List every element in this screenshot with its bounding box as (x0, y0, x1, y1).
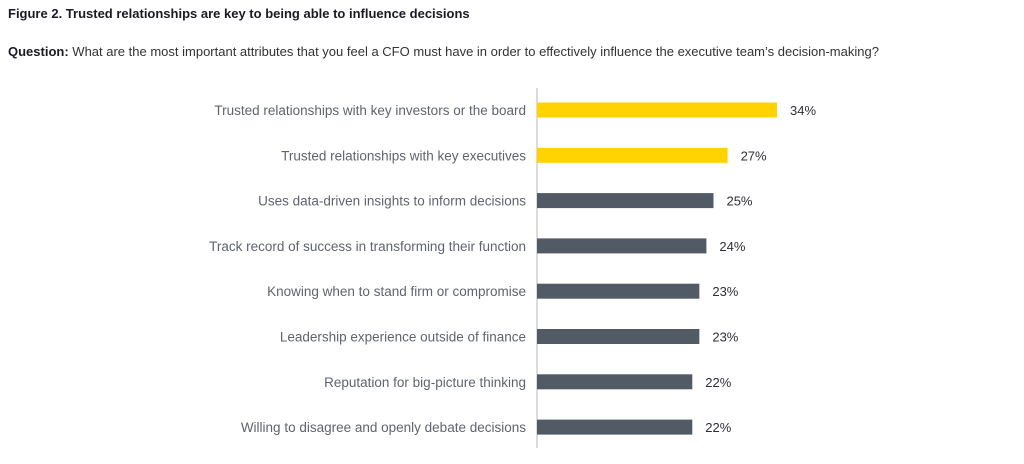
bar (537, 193, 714, 209)
value-label: 25% (726, 194, 752, 209)
category-label: Trusted relationships with key executive… (281, 148, 526, 163)
category-label: Uses data-driven insights to inform deci… (258, 194, 526, 209)
question-label: Question: (8, 44, 69, 59)
category-label: Willing to disagree and openly debate de… (241, 420, 526, 435)
bar (537, 102, 777, 118)
category-label: Reputation for big-picture thinking (324, 375, 526, 390)
category-label: Leadership experience outside of finance (280, 330, 526, 345)
category-label: Trusted relationships with key investors… (214, 103, 526, 118)
category-label: Track record of success in transforming … (209, 239, 526, 254)
bar (537, 329, 700, 344)
bar (537, 238, 707, 254)
value-label: 27% (741, 148, 767, 163)
value-label: 22% (705, 375, 731, 390)
value-label: 24% (719, 239, 745, 254)
figure-title: Figure 2. Trusted relationships are key … (8, 6, 470, 21)
category-label: Knowing when to stand firm or compromise (267, 284, 526, 299)
question-text: What are the most important attributes t… (72, 44, 879, 59)
bar (537, 283, 700, 299)
value-label: 34% (790, 103, 816, 118)
value-label: 23% (712, 284, 738, 299)
value-label: 23% (712, 330, 738, 345)
value-label: 22% (705, 420, 731, 435)
question: Question: What are the most important at… (8, 44, 879, 59)
bar (537, 374, 693, 390)
bar (537, 147, 728, 163)
bar (537, 419, 693, 435)
